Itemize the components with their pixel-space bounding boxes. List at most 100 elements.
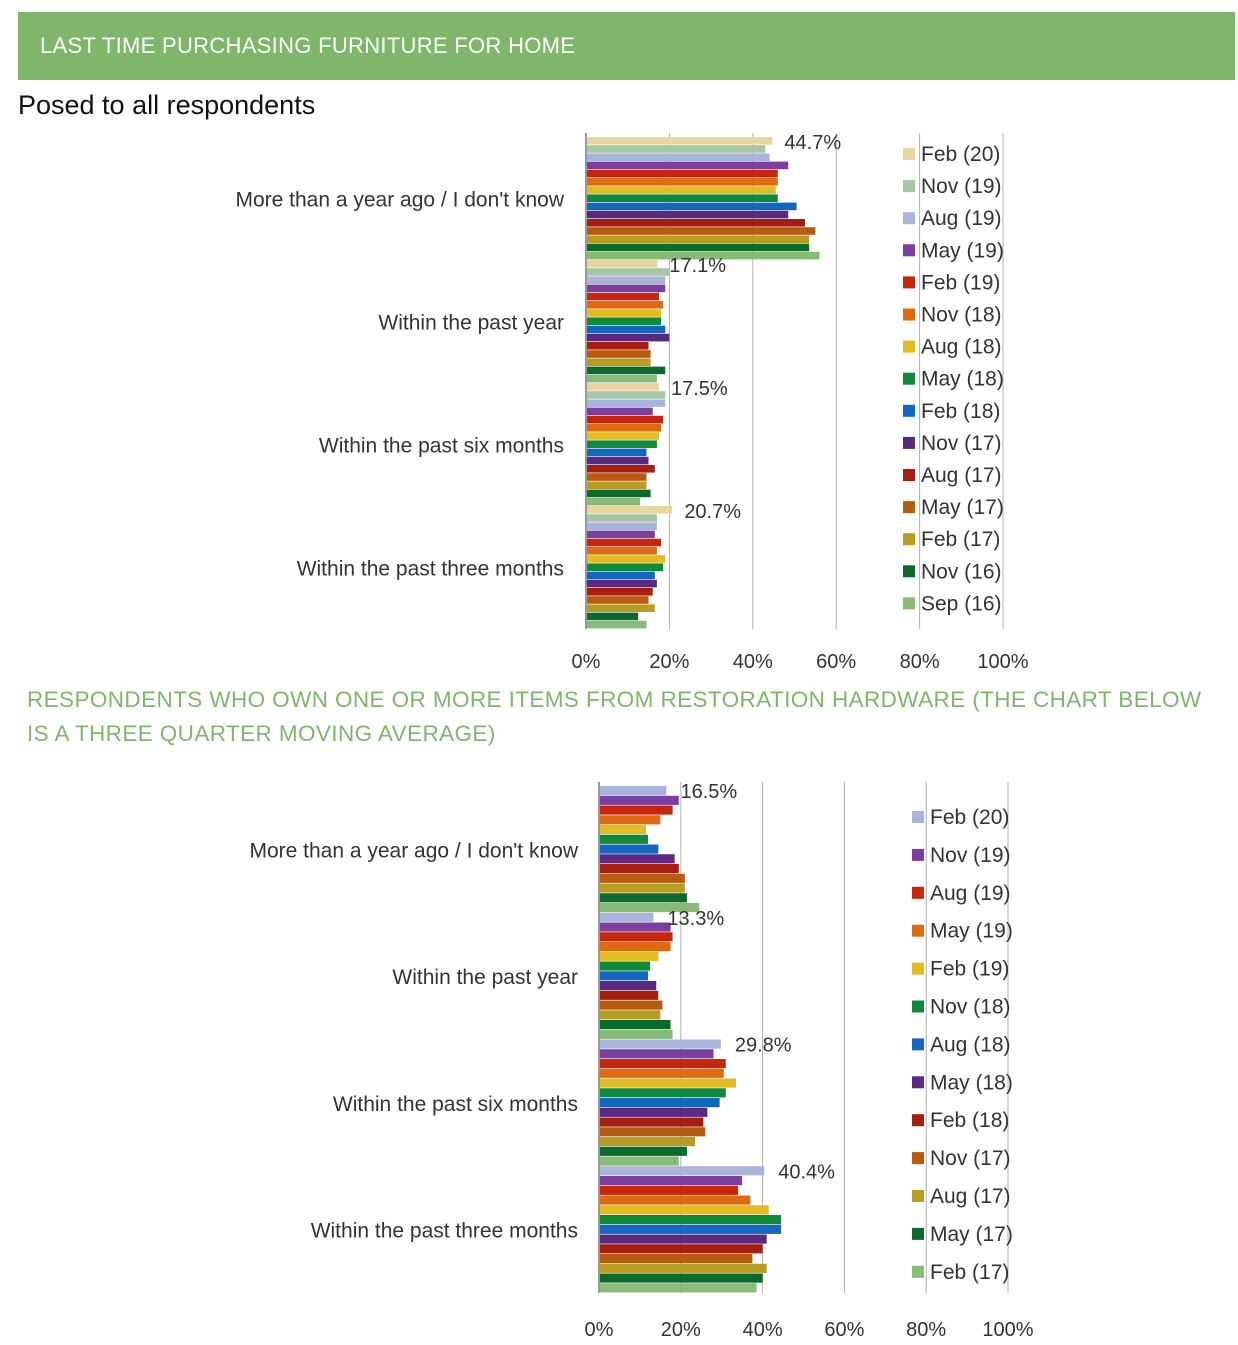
data-label: 29.8% bbox=[735, 1035, 792, 1057]
bar bbox=[600, 1146, 687, 1156]
bar bbox=[600, 1020, 671, 1030]
bar bbox=[587, 563, 664, 571]
bar bbox=[587, 456, 649, 465]
legend-label: Sep (16) bbox=[921, 592, 1002, 615]
bar bbox=[600, 1234, 767, 1244]
legend-label: Nov (18) bbox=[930, 996, 1011, 1019]
bar bbox=[600, 1127, 706, 1137]
bar bbox=[600, 1273, 763, 1283]
category-label: Within the past year bbox=[378, 312, 564, 335]
bar bbox=[587, 424, 662, 432]
bar bbox=[587, 186, 776, 194]
bar bbox=[587, 292, 659, 301]
bar bbox=[587, 465, 655, 473]
bar bbox=[587, 407, 653, 416]
bar bbox=[587, 137, 773, 145]
legend-swatch bbox=[903, 244, 915, 257]
bar bbox=[600, 1224, 782, 1234]
page-subtitle: Posed to all respondents bbox=[18, 90, 316, 120]
bar bbox=[600, 864, 679, 874]
bar bbox=[587, 588, 653, 596]
legend-swatch bbox=[903, 148, 915, 160]
bar bbox=[600, 1185, 739, 1195]
legend-label: Nov (19) bbox=[930, 844, 1011, 867]
legend-label: Feb (20) bbox=[921, 143, 1000, 166]
bar bbox=[587, 481, 647, 489]
bar bbox=[587, 243, 810, 252]
bar bbox=[587, 325, 666, 334]
bar bbox=[587, 530, 655, 539]
legend-label: May (17) bbox=[930, 1223, 1013, 1246]
bar bbox=[600, 854, 675, 864]
legend-label: Feb (17) bbox=[930, 1261, 1009, 1284]
legend-label: Feb (18) bbox=[930, 1109, 1009, 1132]
legend-label: Nov (17) bbox=[930, 1147, 1011, 1170]
x-tick-label: 80% bbox=[906, 1319, 946, 1341]
bar bbox=[587, 538, 662, 547]
legend-swatch bbox=[912, 1265, 924, 1278]
bar bbox=[587, 284, 666, 293]
legend-swatch bbox=[903, 469, 915, 481]
bar bbox=[587, 219, 805, 227]
x-tick-label: 20% bbox=[661, 1319, 701, 1341]
legend-label: Feb (19) bbox=[930, 958, 1009, 981]
legend-swatch bbox=[903, 436, 915, 449]
bar bbox=[600, 825, 647, 835]
legend-label: Aug (18) bbox=[930, 1033, 1011, 1056]
legend-label: May (19) bbox=[921, 239, 1004, 262]
x-tick-label: 100% bbox=[982, 1319, 1033, 1341]
bar bbox=[587, 555, 666, 563]
legend-label: May (18) bbox=[930, 1071, 1013, 1094]
bar bbox=[600, 1049, 714, 1059]
legend-label: May (19) bbox=[930, 920, 1013, 943]
legend-label: May (17) bbox=[921, 496, 1004, 519]
legend-label: Feb (17) bbox=[921, 528, 1000, 551]
legend-swatch bbox=[903, 308, 915, 321]
bar bbox=[600, 1156, 679, 1166]
legend-swatch bbox=[903, 404, 915, 417]
legend-label: Aug (17) bbox=[921, 464, 1002, 487]
bar bbox=[600, 1010, 661, 1020]
legend-swatch bbox=[912, 811, 924, 823]
category-label: Within the past six months bbox=[319, 435, 564, 458]
bar bbox=[587, 448, 647, 457]
category-label: More than a year ago / I don't know bbox=[235, 189, 564, 212]
legend-swatch bbox=[903, 597, 915, 610]
bar bbox=[600, 961, 651, 971]
bar bbox=[600, 912, 654, 922]
bar bbox=[587, 358, 651, 366]
bar bbox=[600, 1205, 769, 1215]
legend-swatch bbox=[912, 1000, 924, 1013]
legend-swatch bbox=[912, 1190, 924, 1202]
bar bbox=[587, 194, 778, 202]
bar bbox=[600, 1244, 763, 1254]
bar bbox=[600, 805, 673, 815]
category-label: Within the past year bbox=[392, 966, 578, 989]
bar bbox=[587, 612, 639, 621]
legend-swatch bbox=[912, 1227, 924, 1240]
bar bbox=[587, 169, 778, 178]
legend-label: Nov (16) bbox=[921, 560, 1002, 583]
bar bbox=[587, 317, 662, 325]
data-label: 17.5% bbox=[671, 378, 728, 400]
bar bbox=[600, 1263, 767, 1273]
bar bbox=[600, 951, 659, 961]
bar bbox=[600, 1107, 708, 1117]
category-label: Within the past three months bbox=[311, 1220, 578, 1243]
bar bbox=[600, 1137, 696, 1147]
legend-label: Aug (19) bbox=[921, 207, 1002, 230]
bar bbox=[600, 873, 685, 883]
data-label: 40.4% bbox=[778, 1161, 835, 1183]
bar bbox=[600, 1215, 782, 1225]
bar bbox=[587, 415, 664, 424]
bar bbox=[600, 990, 659, 1000]
bar bbox=[600, 981, 657, 991]
bar bbox=[587, 366, 666, 375]
bar bbox=[587, 620, 647, 629]
bar bbox=[587, 235, 810, 243]
bar bbox=[587, 514, 657, 522]
bar bbox=[600, 1254, 753, 1264]
bar bbox=[587, 276, 666, 284]
